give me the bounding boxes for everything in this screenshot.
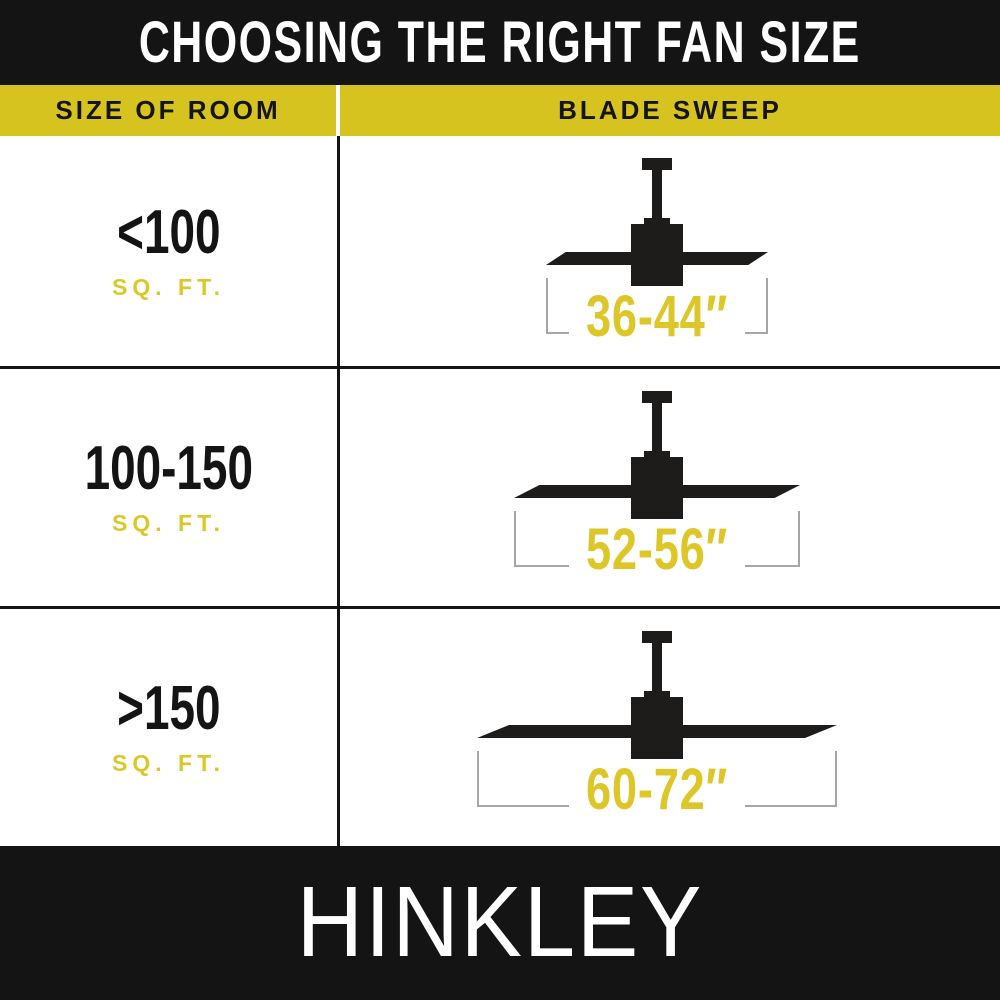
fan-downrod-shape: [652, 643, 662, 691]
fan-downrod-shape: [652, 170, 662, 218]
column-header-size-of-room: SIZE OF ROOM: [0, 85, 340, 136]
room-size-cell: <100 SQ. FT.: [0, 136, 340, 366]
bracket-foot-left: [479, 805, 569, 807]
brand-footer: HINKLEY: [0, 846, 1000, 1000]
blade-sweep-value: 52-56″: [585, 517, 729, 582]
fan-housing-step-shape: [644, 218, 670, 225]
width-measurement-bracket: [514, 511, 800, 567]
bracket-foot-left: [548, 332, 569, 334]
ceiling-fan-icon: 60-72″: [477, 609, 837, 846]
room-size-unit: SQ. FT.: [112, 273, 225, 300]
room-size-unit: SQ. FT.: [112, 510, 225, 536]
table-header: SIZE OF ROOM BLADE SWEEP: [0, 85, 1000, 136]
fan-downrod-shape: [652, 403, 662, 451]
table-row: >150 SQ. FT. 60-72″: [0, 606, 1000, 846]
column-header-blade-sweep: BLADE SWEEP: [558, 95, 782, 125]
room-size-value: 100-150: [84, 434, 253, 503]
room-size-value: <100: [116, 197, 221, 267]
fan-blades-shape: [514, 485, 800, 498]
fan-mount-shape: [642, 158, 672, 170]
blade-sweep-cell: 60-72″: [340, 609, 1000, 846]
title-bar: CHOOSING THE RIGHT FAN SIZE: [0, 0, 1000, 85]
fan-housing-step-shape: [644, 691, 670, 698]
blade-sweep-cell: 36-44″: [340, 136, 1000, 366]
fan-mount-shape: [642, 631, 672, 643]
width-measurement-bracket: [477, 751, 837, 807]
blade-sweep-value: 60-72″: [585, 757, 729, 822]
bracket-foot-right: [745, 332, 766, 334]
ceiling-fan-icon: 52-56″: [514, 369, 800, 606]
bracket-foot-left: [516, 565, 569, 567]
bracket-foot-right: [745, 565, 798, 567]
room-size-cell: 100-150 SQ. FT.: [0, 369, 340, 606]
blade-sweep-value: 36-44″: [585, 284, 729, 349]
ceiling-fan-icon: 36-44″: [546, 136, 768, 366]
fan-blades-shape: [477, 725, 837, 738]
room-size-value: >150: [116, 674, 221, 743]
page-title: CHOOSING THE RIGHT FAN SIZE: [139, 10, 861, 75]
table-row: <100 SQ. FT. 36-44″: [0, 136, 1000, 366]
blade-sweep-cell: 52-56″: [340, 369, 1000, 606]
fan-mount-shape: [642, 391, 672, 403]
room-size-cell: >150 SQ. FT.: [0, 609, 340, 846]
table-row: 100-150 SQ. FT. 52-56″: [0, 366, 1000, 606]
width-measurement-bracket: [546, 278, 768, 334]
fan-housing-step-shape: [644, 451, 670, 458]
room-size-unit: SQ. FT.: [112, 750, 225, 776]
brand-logo: HINKLEY: [296, 866, 704, 978]
bracket-foot-right: [745, 805, 835, 807]
fan-blades-shape: [546, 252, 768, 265]
